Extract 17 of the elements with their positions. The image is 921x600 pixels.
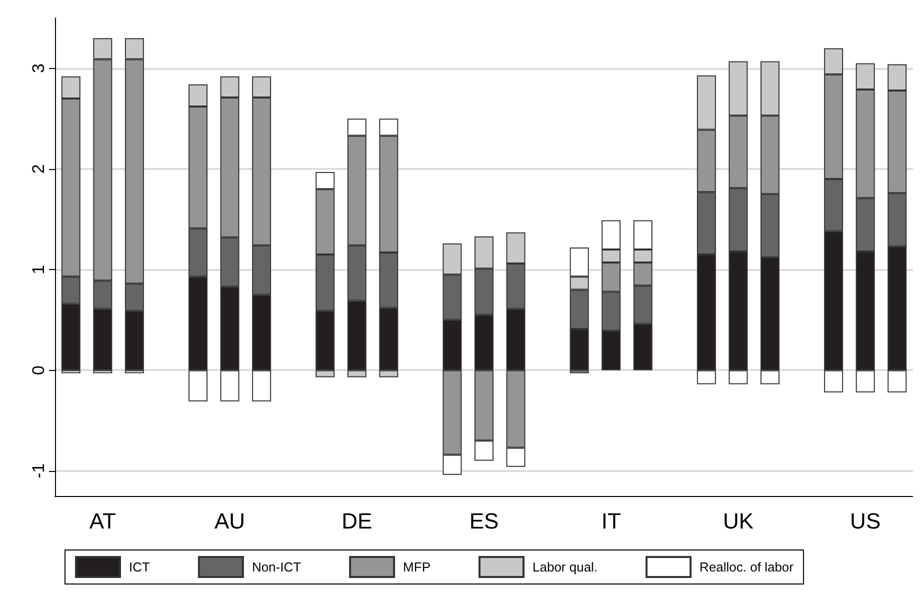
y-tick-label: 2 — [29, 164, 48, 174]
x-tick-label: DE — [342, 508, 372, 534]
y-tick-label: 1 — [29, 264, 48, 274]
x-tick-label: AT — [89, 508, 116, 534]
y-tick-label: 0 — [29, 365, 48, 375]
legend-label: MFP — [403, 560, 431, 574]
x-tick-label: ES — [469, 508, 499, 534]
legend-label: Realloc. of labor — [700, 560, 794, 574]
y-tick-label: -1 — [29, 463, 48, 478]
legend-label: Labor qual. — [532, 560, 598, 574]
x-tick-label: US — [850, 508, 881, 534]
legend-label: Non-ICT — [252, 560, 302, 574]
x-tick-label: AU — [214, 508, 246, 534]
legend-label: ICT — [129, 560, 150, 574]
x-tick-label: IT — [601, 508, 621, 534]
y-tick-label: 3 — [29, 64, 48, 74]
x-tick-label: UK — [722, 508, 754, 534]
